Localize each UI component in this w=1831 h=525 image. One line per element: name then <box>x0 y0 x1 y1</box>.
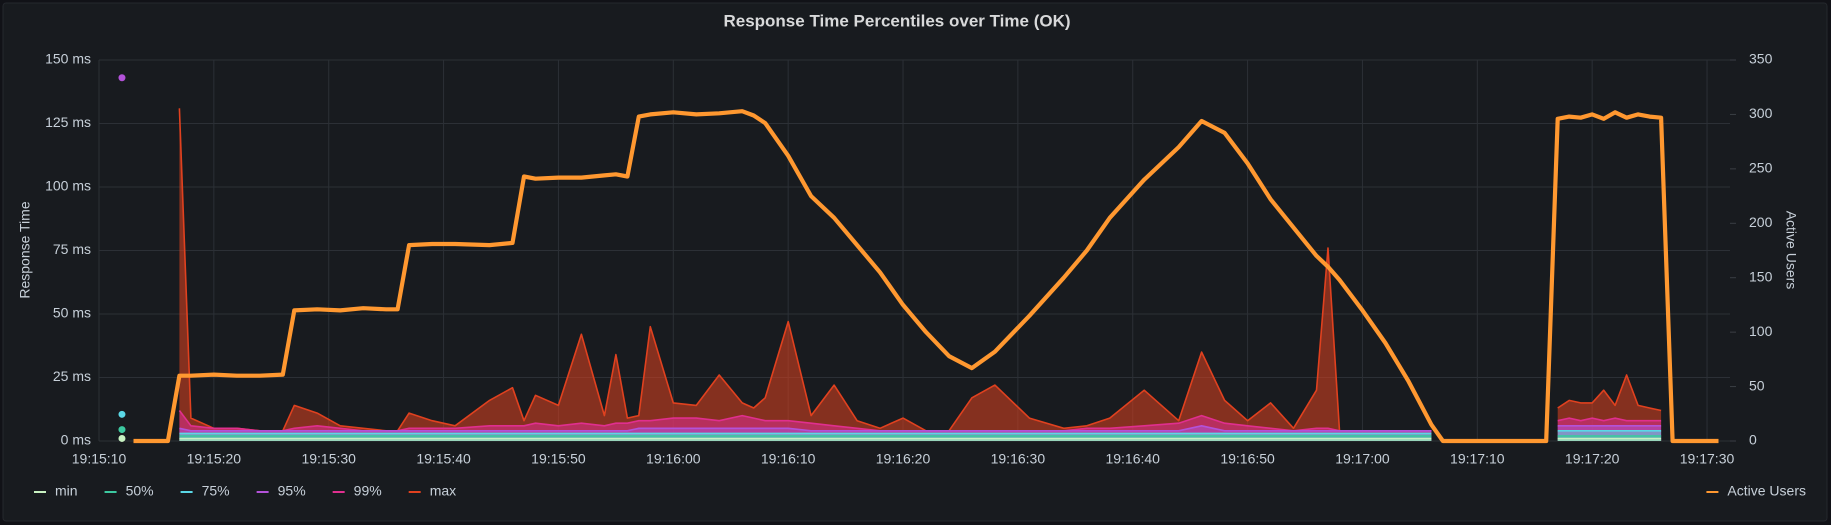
line <box>1557 417 1662 422</box>
point <box>118 74 126 82</box>
x-tick-label: 19:16:20 <box>876 451 931 467</box>
y-tick-label: 100 ms <box>45 178 91 194</box>
point <box>118 426 126 434</box>
line <box>179 425 1432 432</box>
legend: min 50% 75% 95% 99% max Active Users <box>34 483 1806 499</box>
y2-tick-label: 0 <box>1749 432 1757 448</box>
x-tick-label: 19:17:30 <box>1680 451 1735 467</box>
y-tick-label: 25 ms <box>53 368 91 384</box>
legend-label: min <box>55 483 78 499</box>
y2-tick-label: 100 <box>1749 323 1773 339</box>
x-tick-label: 19:17:20 <box>1565 451 1620 467</box>
x-tick-label: 19:15:20 <box>187 451 242 467</box>
legend-label: 95% <box>278 483 306 499</box>
y2-tick-label: 300 <box>1749 105 1773 121</box>
plot <box>118 74 1719 444</box>
x-tick-label: 19:17:00 <box>1335 451 1390 467</box>
y-tick-label: 50 ms <box>53 305 91 321</box>
y2-axis-title: Active Users <box>1783 211 1799 290</box>
legend-label: max <box>430 483 456 499</box>
y-tick-label: 150 ms <box>45 51 91 67</box>
y2-tick-label: 350 <box>1749 51 1773 67</box>
y-tick-label: 75 ms <box>53 241 91 257</box>
legend-label: 50% <box>126 483 154 499</box>
x-tick-label: 19:15:10 <box>72 451 127 467</box>
y2-tick-label: 150 <box>1749 268 1773 284</box>
y2-tick-label: 200 <box>1749 214 1773 230</box>
legend-label: 75% <box>202 483 230 499</box>
y-axis-title: Response Time <box>17 201 33 298</box>
y2-tick-label: 250 <box>1749 160 1773 176</box>
y-tick-label: 125 ms <box>45 114 91 130</box>
line <box>1557 374 1662 412</box>
x-tick-label: 19:16:50 <box>1220 451 1275 467</box>
point <box>118 434 126 442</box>
y2-tick-label: 50 <box>1749 377 1765 393</box>
chart-title: Response Time Percentiles over Time (OK) <box>723 11 1070 30</box>
x-tick-label: 19:15:30 <box>301 451 356 467</box>
x-tick-label: 19:15:50 <box>531 451 586 467</box>
x-tick-label: 19:15:40 <box>416 451 471 467</box>
x-tick-label: 19:16:30 <box>991 451 1046 467</box>
legend-label: 99% <box>354 483 382 499</box>
x-tick-label: 19:16:10 <box>761 451 816 467</box>
legend-label: Active Users <box>1727 483 1806 499</box>
x-tick-label: 19:16:40 <box>1105 451 1160 467</box>
point <box>118 410 126 418</box>
x-tick-label: 19:17:10 <box>1450 451 1505 467</box>
x-tick-label: 19:16:00 <box>646 451 701 467</box>
y-tick-label: 0 ms <box>61 432 91 448</box>
line <box>133 109 1719 444</box>
